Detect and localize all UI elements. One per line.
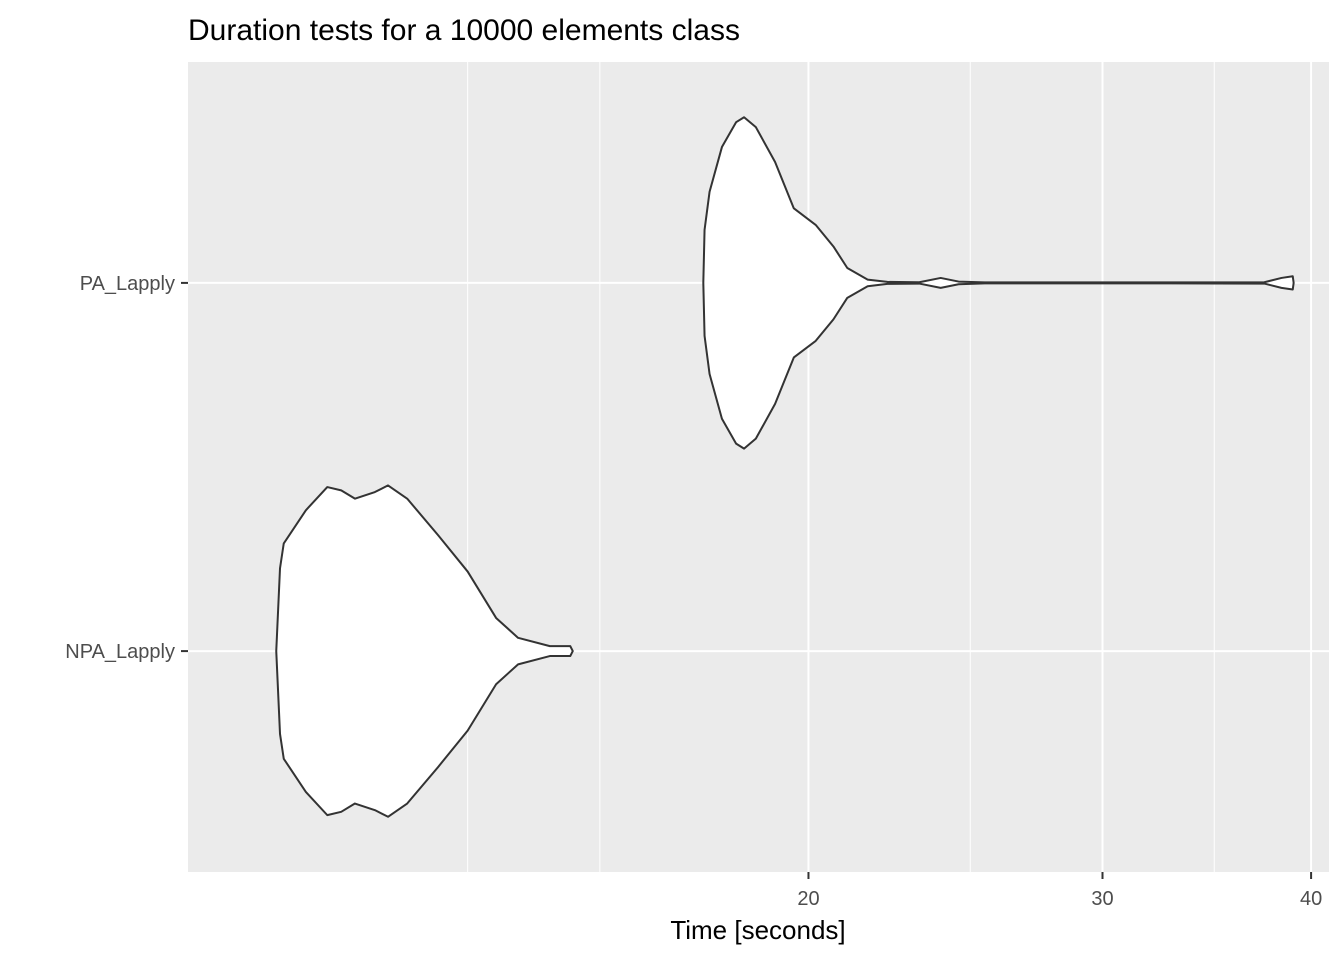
y-axis: NPA_Lapply PA_Lapply [65, 273, 188, 663]
x-axis: 20 30 40 [797, 872, 1322, 910]
x-tick-label-40: 40 [1300, 888, 1322, 910]
x-tick-label-20: 20 [797, 888, 819, 910]
minor-gridlines [467, 62, 1215, 872]
violin-PA_Lapply [702, 116, 1295, 450]
y-tick-label-NPA_Lapply: NPA_Lapply [65, 641, 175, 663]
x-tick-label-30: 30 [1091, 888, 1113, 910]
chart-title: Duration tests for a 10000 elements clas… [188, 14, 740, 47]
violins [275, 116, 1295, 818]
x-axis-title: Time [seconds] [670, 915, 845, 945]
violin-NPA_Lapply [275, 484, 574, 818]
y-tick-label-PA_Lapply: PA_Lapply [80, 273, 175, 295]
